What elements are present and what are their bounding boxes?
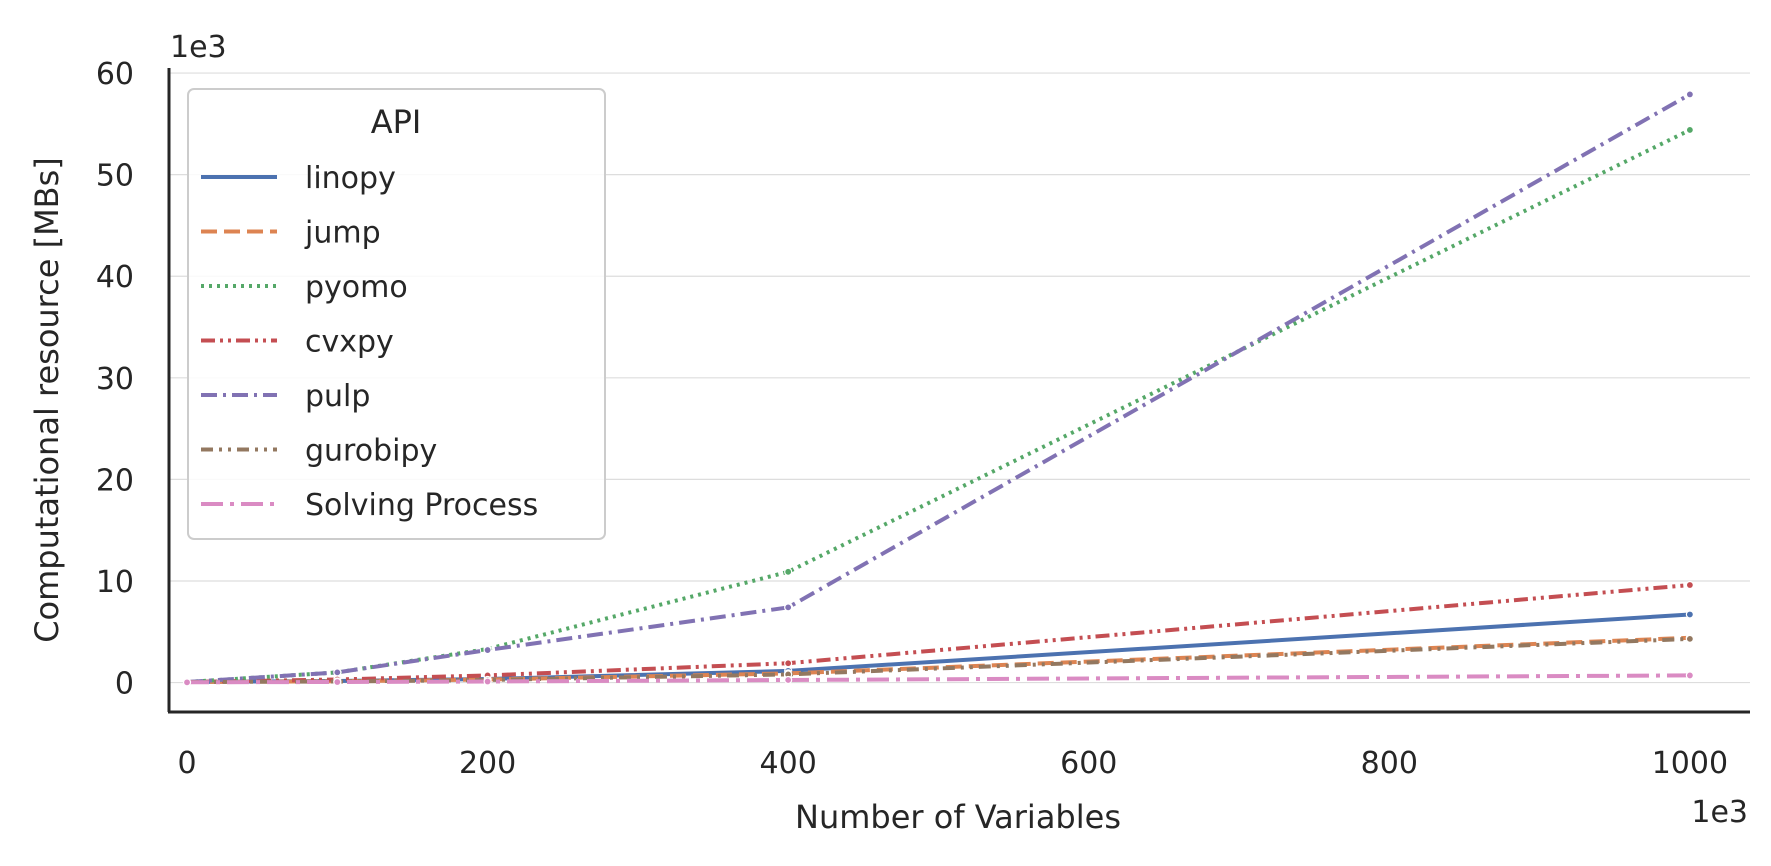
data-point — [784, 603, 793, 612]
data-point — [1685, 125, 1694, 135]
y-tick-labels: 0 10 20 30 40 50 60 — [96, 57, 134, 701]
legend-item-pulp: pulp — [201, 379, 370, 414]
x-axis-title: Number of Variables — [795, 798, 1121, 836]
legend-item-gurobipy: gurobipy — [201, 434, 437, 469]
y-tick-label: 20 — [96, 463, 134, 498]
data-point — [1685, 671, 1694, 680]
x-tick-labels: 0 200 400 600 800 1000 — [177, 746, 1728, 781]
y-axis-title: Computational resource [MBs] — [28, 157, 66, 643]
legend-title: API — [371, 103, 422, 141]
series-lines — [182, 90, 1694, 687]
series-cvxpy — [182, 580, 1694, 687]
x-tick-label: 600 — [1060, 746, 1117, 781]
legend-label: Solving Process — [305, 488, 538, 523]
legend-label: jump — [304, 216, 381, 251]
legend-label: cvxpy — [305, 325, 394, 360]
data-point — [182, 678, 192, 687]
y-tick-label: 60 — [96, 57, 134, 92]
y-tick-label: 10 — [96, 565, 134, 600]
legend-item-solving-process: Solving Process — [201, 488, 538, 523]
y-tick-label: 30 — [96, 362, 134, 397]
series-solving-process — [182, 671, 1694, 687]
legend-item-pyomo: pyomo — [201, 270, 408, 305]
data-point — [483, 645, 492, 655]
legend-box — [187, 88, 606, 540]
y-offset-label: 1e3 — [170, 30, 227, 65]
data-point — [784, 659, 793, 668]
data-point — [784, 675, 793, 685]
legend-item-cvxpy: cvxpy — [201, 325, 394, 360]
legend: API linopy jump pyomo cvxpy pulp gurobipy Solv… — [187, 88, 606, 540]
x-tick-label: 200 — [459, 746, 516, 781]
y-tick-label: 40 — [96, 260, 134, 295]
axes — [167, 68, 1750, 714]
y-tick-label: 50 — [96, 159, 134, 194]
data-point — [333, 677, 342, 687]
legend-label: pulp — [305, 379, 370, 414]
x-tick-label: 800 — [1361, 746, 1418, 781]
data-point — [1685, 580, 1694, 590]
legend-label: linopy — [305, 161, 396, 196]
legend-item-linopy: linopy — [201, 161, 396, 196]
data-point — [784, 567, 793, 576]
legend-label: pyomo — [305, 270, 408, 305]
legend-items: linopy jump pyomo cvxpy pulp gurobipy Solving … — [201, 161, 538, 523]
data-point — [1685, 634, 1694, 643]
x-tick-label: 0 — [177, 746, 196, 781]
data-point — [1685, 610, 1694, 619]
legend-item-jump: jump — [201, 216, 381, 251]
data-point — [1685, 90, 1694, 99]
x-tick-label: 1000 — [1652, 746, 1728, 781]
legend-label: gurobipy — [305, 434, 437, 469]
data-point — [483, 677, 492, 686]
x-tick-label: 400 — [760, 746, 817, 781]
y-tick-label: 0 — [115, 667, 134, 702]
data-point — [333, 668, 342, 677]
x-offset-label: 1e3 — [1691, 795, 1748, 830]
